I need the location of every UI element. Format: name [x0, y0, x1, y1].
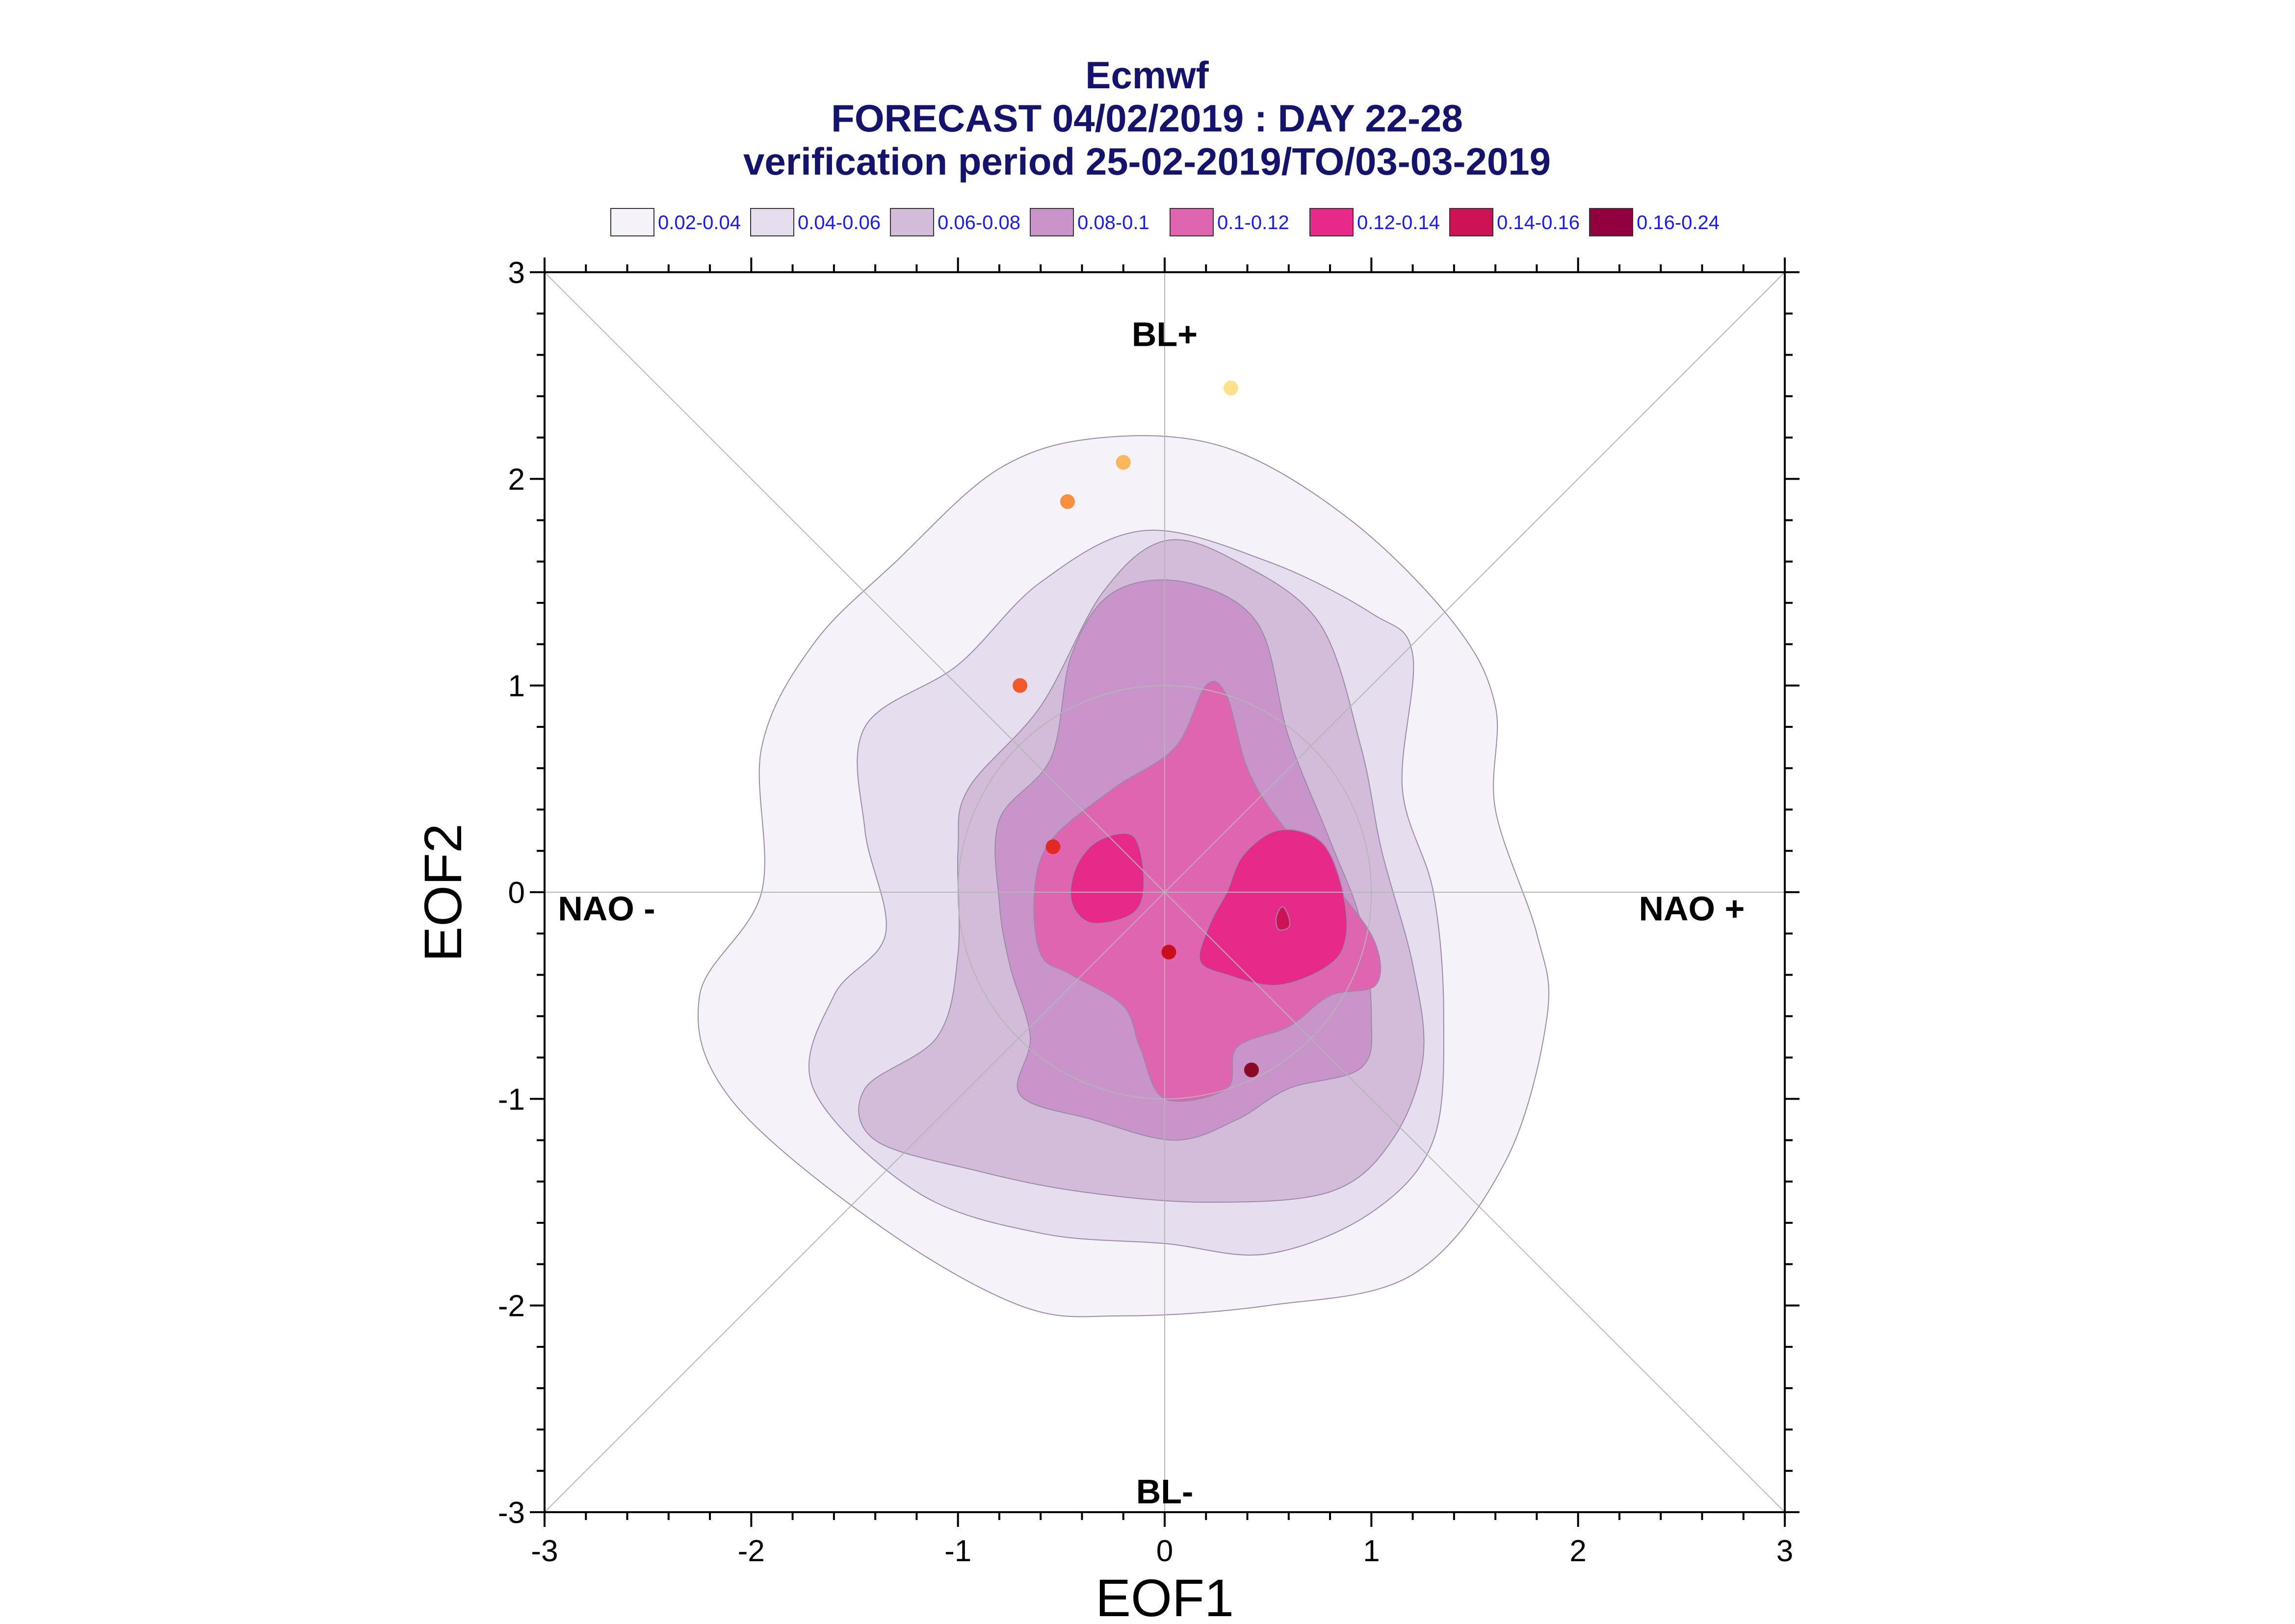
legend-label-1: 0.04-0.06 — [798, 212, 881, 233]
y-tick-label: -3 — [498, 1496, 525, 1530]
contour-layer — [697, 435, 1550, 1317]
contour-region-4 — [1033, 681, 1382, 1102]
x-tick-label: -1 — [944, 1534, 971, 1568]
chart-subtitle-2: verification period 25-02-2019/TO/03-03-… — [743, 140, 1551, 183]
regime-label-2: NAO - — [558, 890, 655, 928]
chart-title: Ecmwf — [1085, 53, 1209, 97]
chart-subtitle: FORECAST 04/02/2019 : DAY 22-28 — [831, 97, 1463, 140]
contour-region-7 — [1275, 906, 1290, 931]
legend: 0.02-0.04 0.04-0.06 0.06-0.08 0.08-0.1 0.1-0… — [610, 208, 1720, 236]
y-axis-label: EOF2 — [413, 824, 472, 962]
data-point-1 — [1116, 455, 1131, 470]
data-point-6 — [1244, 1062, 1259, 1078]
legend-swatch-2 — [890, 208, 934, 236]
contour-region-5 — [1070, 832, 1145, 924]
data-point-0 — [1223, 380, 1238, 395]
axes: -3 -2 -1 0 1 2 3 -3 -2 -1 0 1 2 3 — [498, 256, 1799, 1568]
x-axis-label: EOF1 — [1095, 1568, 1234, 1624]
y-tick-label: 3 — [508, 256, 525, 290]
legend-swatch-1 — [750, 208, 794, 236]
contour-region-6 — [1199, 829, 1348, 986]
reference-lines — [544, 272, 1785, 1513]
data-point-3 — [1013, 678, 1028, 693]
legend-label-6: 0.14-0.16 — [1497, 212, 1580, 233]
x-tick-label: 0 — [1156, 1534, 1173, 1568]
plot-area — [544, 271, 1786, 1513]
data-point-2 — [1060, 494, 1075, 509]
data-point-4 — [1045, 839, 1061, 854]
legend-label-4: 0.1-0.12 — [1217, 212, 1289, 233]
y-tick-label: 2 — [508, 463, 525, 496]
legend-swatch-5 — [1309, 208, 1354, 236]
y-tick-label: -2 — [498, 1289, 525, 1323]
data-point-5 — [1161, 945, 1176, 960]
legend-label-2: 0.06-0.08 — [938, 212, 1020, 233]
x-tick-label: -3 — [531, 1534, 558, 1568]
legend-label-3: 0.08-0.1 — [1077, 212, 1149, 233]
x-tick-label: 3 — [1776, 1534, 1793, 1568]
regime-labels: BL+ BL- NAO - NAO + — [558, 315, 1745, 1510]
legend-label-0: 0.02-0.04 — [658, 212, 741, 233]
legend-swatch-7 — [1589, 208, 1633, 236]
legend-swatch-3 — [1030, 208, 1074, 236]
x-tick-label: -2 — [738, 1534, 765, 1568]
y-tick-label: -1 — [498, 1083, 525, 1116]
unit-circle — [957, 685, 1372, 1100]
x-tick-label: 2 — [1569, 1534, 1586, 1568]
legend-swatch-6 — [1449, 208, 1493, 236]
diagonal-line-2 — [544, 272, 1785, 1513]
regime-label-1: BL- — [1136, 1472, 1194, 1511]
y-tick-label: 0 — [508, 876, 525, 910]
legend-label-5: 0.12-0.14 — [1357, 212, 1440, 233]
regime-label-3: NAO + — [1639, 890, 1745, 928]
legend-swatch-0 — [610, 208, 654, 236]
regime-label-0: BL+ — [1132, 315, 1198, 353]
legend-label-7: 0.16-0.24 — [1637, 212, 1720, 233]
point-layer — [1013, 380, 1259, 1078]
y-tick-label: 1 — [508, 670, 525, 703]
x-tick-label: 1 — [1363, 1534, 1380, 1568]
legend-swatch-4 — [1170, 208, 1214, 236]
